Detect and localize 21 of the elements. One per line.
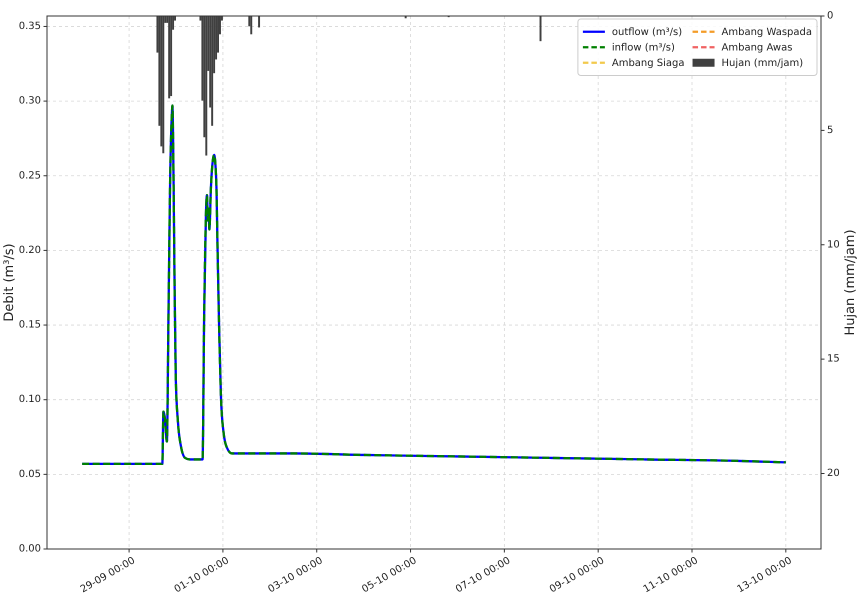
legend-label: Ambang Waspada: [722, 26, 812, 38]
legend-label: Ambang Siaga: [612, 57, 685, 68]
y2-axis-title: Hujan (mm/jam): [843, 229, 857, 336]
y-tick-label: 0.15: [18, 320, 41, 331]
y2-tick-label: 20: [827, 468, 840, 480]
legend-label: inflow (m³/s): [612, 42, 676, 53]
y-tick-label: 0.25: [18, 170, 41, 182]
y-tick-label: 0.05: [18, 468, 41, 480]
y2-tick-label: 10: [827, 239, 840, 250]
y2-tick-label: 15: [827, 354, 840, 365]
y-tick-label: 0.30: [18, 96, 41, 107]
y-axis-title: Debit (m³/s): [2, 243, 17, 322]
legend-label: Ambang Awas: [722, 42, 792, 53]
y2-tick-label: 5: [827, 124, 834, 136]
legend-label: Hujan (mm/jam): [722, 57, 804, 68]
legend-label: outflow (m³/s): [612, 26, 682, 38]
y-tick-label: 0.35: [18, 20, 41, 32]
y-tick-label: 0.10: [18, 394, 41, 406]
y-tick-label: 0.20: [18, 244, 41, 256]
y-tick-label: 0.00: [18, 544, 41, 554]
y2-tick-label: 0: [827, 10, 834, 22]
